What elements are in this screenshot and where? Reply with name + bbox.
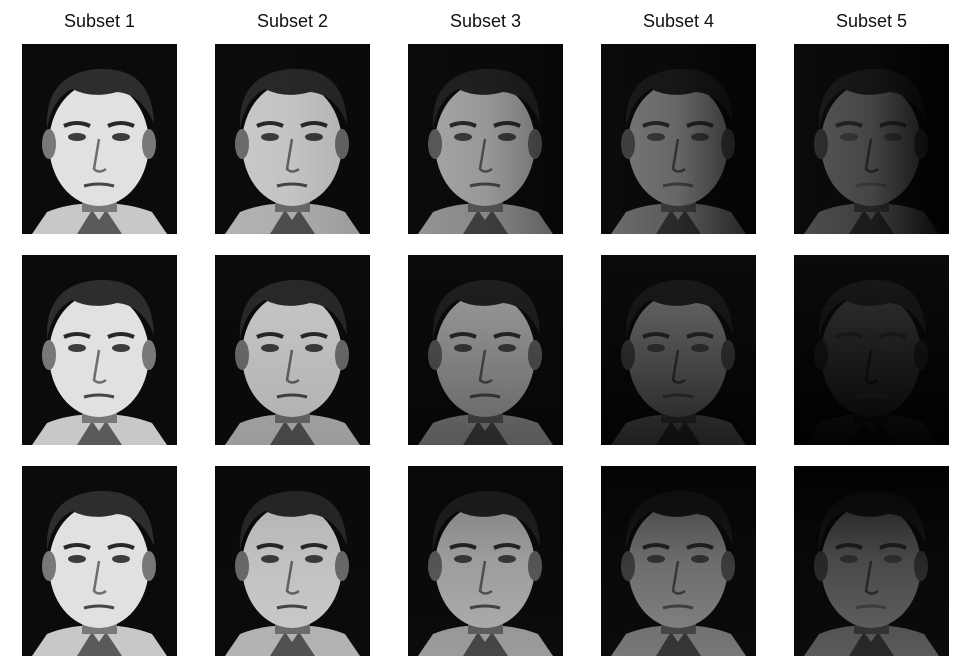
column-title-4: Subset 4 [642,11,715,31]
column-title-3: Subset 3 [449,11,522,31]
face-image [408,466,563,656]
face-image [794,466,949,656]
column-title-5: Subset 5 [835,11,908,31]
face-image [601,44,756,234]
face-image [794,44,949,234]
column-title-1: Subset 1 [63,11,136,31]
face-image [601,255,756,445]
face-image [215,466,370,656]
face-image [215,44,370,234]
face-image [22,255,177,445]
face-image [408,255,563,445]
face-image [601,466,756,656]
face-image [22,44,177,234]
face-image [215,255,370,445]
face-image [408,44,563,234]
face-image [22,466,177,656]
column-title-2: Subset 2 [256,11,329,31]
face-image [794,255,949,445]
